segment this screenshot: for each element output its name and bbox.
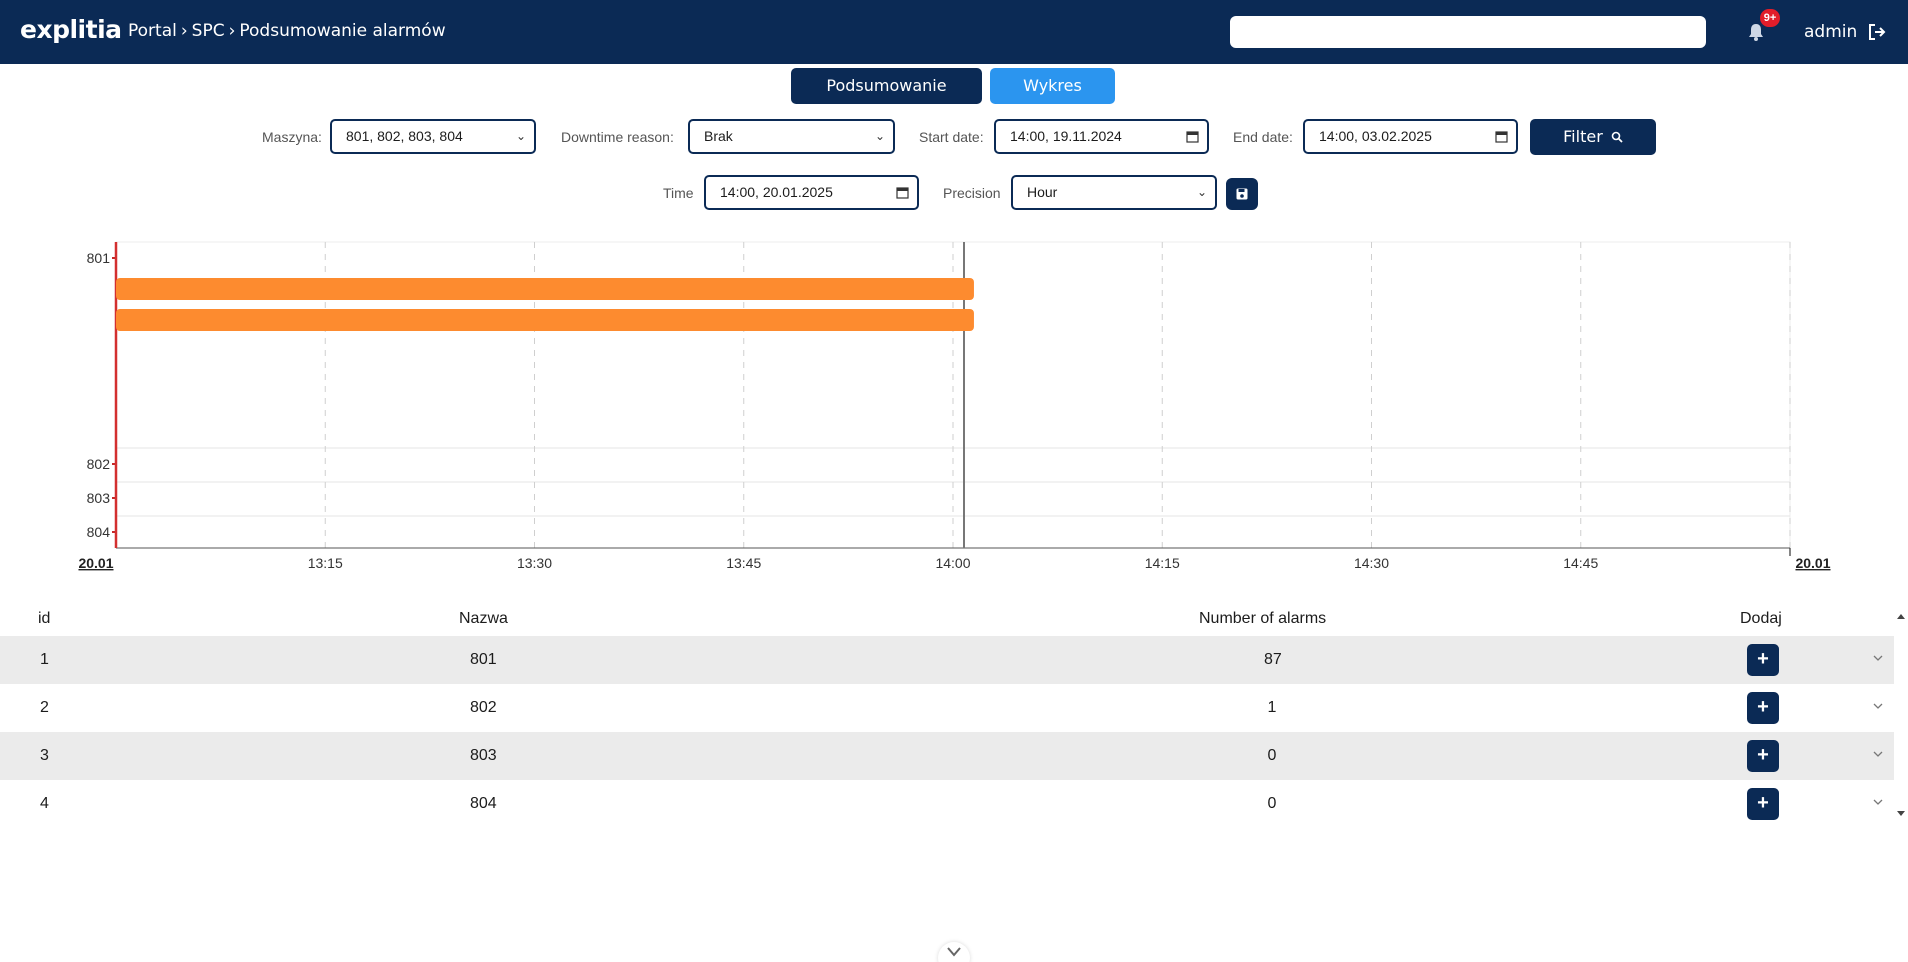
chevron-right-icon: › [180,21,188,41]
y-category-label: 804 [87,524,111,540]
end-date-value: 14:00, 03.02.2025 [1319,128,1432,144]
save-icon [1236,188,1248,200]
alarm-timeline-chart: 13:15 13:30 13:45 14:00 14:15 14:30 14:45 20.01… [78,241,1831,571]
breadcrumb: Portal › SPC › Podsumowanie alarmów [128,21,446,41]
column-dodaj: Dodaj [1740,610,1782,627]
y-category-label: 803 [87,490,111,506]
cell-id: 4 [40,795,49,812]
tab-wykres[interactable]: Wykres [990,68,1115,104]
table-body: 1 801 87 +2 802 1 +3 803 0 +4 804 0 + [0,636,1894,828]
add-button[interactable]: + [1747,740,1779,772]
machine-value: 801, 802, 803, 804 [346,128,463,144]
y-category-label: 802 [87,456,111,472]
table-row[interactable]: 2 802 1 + [0,684,1894,732]
cell-alarms: 87 [1264,651,1282,668]
table-row[interactable]: 1 801 87 + [0,636,1894,684]
cell-nazwa: 803 [470,747,497,764]
username[interactable]: admin [1804,22,1858,42]
end-date-label: End date: [1233,129,1293,145]
x-end-label: 20.01 [1795,555,1830,571]
column-id[interactable]: id [38,610,51,627]
search-input[interactable] [1230,16,1706,48]
cell-nazwa: 804 [470,795,497,812]
time-value: 14:00, 20.01.2025 [720,184,833,200]
alarm-bar [116,309,974,331]
chevron-down-icon: ⌄ [1196,185,1207,199]
table-row[interactable]: 4 804 0 + [0,780,1894,828]
cell-id: 3 [40,747,49,764]
downtime-reason-select[interactable]: Brak ⌄ [688,119,895,154]
add-button[interactable]: + [1747,788,1779,820]
top-bar: explitia Portal › SPC › Podsumowanie alarmów… [0,0,1908,64]
breadcrumb-current: Podsumowanie alarmów [239,21,446,41]
cell-alarms: 0 [1267,795,1277,812]
x-tick-label: 14:30 [1354,555,1389,571]
logo[interactable]: explitia [20,15,122,44]
time-input[interactable]: 14:00, 20.01.2025 [704,175,919,210]
precision-value: Hour [1027,184,1058,200]
table-header: id Nazwa Number of alarms Dodaj [0,600,1894,636]
alarm-bar [116,278,974,300]
machine-label: Maszyna: [262,129,322,145]
bell-icon[interactable] [1746,22,1766,42]
chevron-down-icon [947,947,961,957]
x-start-label: 20.01 [78,555,113,571]
cell-id: 1 [40,651,49,668]
save-button[interactable] [1226,178,1258,210]
cell-alarms: 1 [1267,699,1277,716]
chevron-down-icon[interactable] [1872,796,1884,808]
notification-badge: 9+ [1760,9,1780,27]
start-date-input[interactable]: 14:00, 19.11.2024 [994,119,1209,154]
expand-panel-button[interactable] [938,942,970,962]
logout-icon[interactable] [1868,23,1886,41]
cell-alarms: 0 [1267,747,1277,764]
breadcrumb-spc[interactable]: SPC [191,21,225,41]
x-tick-label: 14:00 [935,555,970,571]
x-tick-label: 13:45 [726,555,761,571]
filter-button-label: Filter [1563,127,1603,146]
filter-button[interactable]: Filter [1530,119,1656,155]
breadcrumb-portal[interactable]: Portal [128,21,177,41]
calendar-icon[interactable] [896,186,909,199]
chevron-down-icon[interactable] [1872,748,1884,760]
downtime-reason-value: Brak [704,128,733,144]
calendar-icon[interactable] [1186,130,1199,143]
end-date-input[interactable]: 14:00, 03.02.2025 [1303,119,1518,154]
cell-nazwa: 802 [470,699,497,716]
chevron-down-icon: ⌄ [874,129,885,143]
time-label: Time [663,185,694,201]
search-icon [1611,131,1623,143]
start-date-value: 14:00, 19.11.2024 [1010,128,1122,144]
precision-select[interactable]: Hour ⌄ [1011,175,1217,210]
chevron-down-icon: ⌄ [515,129,526,143]
y-category-label: 801 [87,250,111,266]
chevron-right-icon: › [228,21,236,41]
start-date-label: Start date: [919,129,984,145]
cell-nazwa: 801 [470,651,497,668]
x-tick-label: 13:15 [308,555,343,571]
add-button[interactable]: + [1747,692,1779,724]
tab-podsumowanie[interactable]: Podsumowanie [791,68,982,104]
add-button[interactable]: + [1747,644,1779,676]
precision-label: Precision [943,185,1001,201]
scroll-down-icon[interactable] [1896,810,1906,818]
column-nazwa[interactable]: Nazwa [459,610,508,627]
downtime-reason-label: Downtime reason: [561,129,674,145]
scroll-up-icon[interactable] [1896,612,1906,620]
x-tick-label: 14:45 [1563,555,1598,571]
x-tick-label: 13:30 [517,555,552,571]
chevron-down-icon[interactable] [1872,700,1884,712]
table-row[interactable]: 3 803 0 + [0,732,1894,780]
chevron-down-icon[interactable] [1872,652,1884,664]
calendar-icon[interactable] [1495,130,1508,143]
alarms-table: id Nazwa Number of alarms Dodaj 1 801 87 +2… [0,600,1894,828]
machine-select[interactable]: 801, 802, 803, 804 ⌄ [330,119,536,154]
cell-id: 2 [40,699,49,716]
x-tick-label: 14:15 [1145,555,1180,571]
column-number-of-alarms[interactable]: Number of alarms [1199,610,1327,627]
